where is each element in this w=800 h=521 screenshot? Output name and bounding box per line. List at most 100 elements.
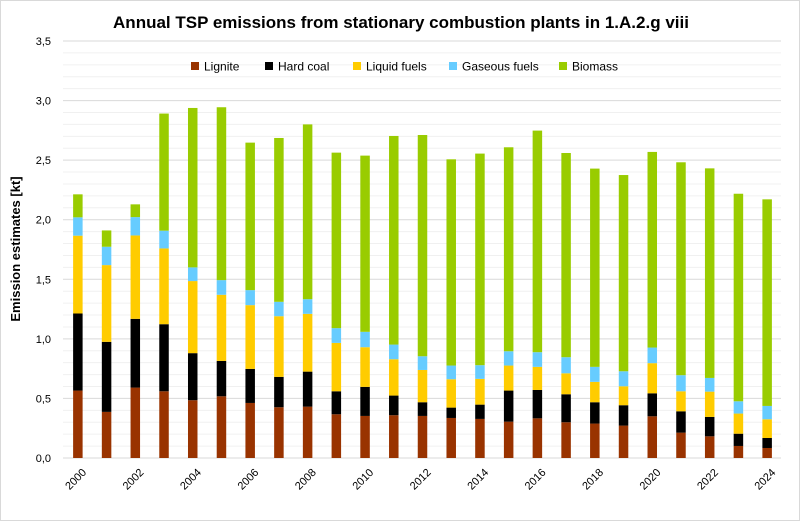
bar-gaseous-fuels-2005	[216, 280, 227, 295]
bar-biomass-2008	[302, 124, 313, 300]
bar-hard-coal-2011	[389, 395, 399, 416]
bar-hard-coal-2018	[590, 402, 600, 424]
x-tick-label: 2000	[63, 467, 89, 493]
bar-lignite-2016	[532, 418, 543, 458]
y-tick-label: 0,0	[36, 453, 51, 465]
y-tick-label: 1,5	[36, 274, 51, 286]
bar-gaseous-fuels-2002	[130, 217, 141, 236]
bar-gaseous-fuels-2003	[159, 230, 169, 249]
bar-biomass-2007	[274, 137, 284, 302]
x-tick-label: 2016	[523, 467, 549, 493]
bar-biomass-2004	[187, 107, 198, 268]
bar-liquid-fuels-2003	[159, 248, 169, 325]
bar-gaseous-fuels-2008	[302, 299, 313, 314]
bar-lignite-2008	[302, 406, 313, 458]
bar-hard-coal-2023	[733, 433, 744, 446]
y-ticks: 0,0 0,5 1,0 1,5 2,0 2,5 3,0 3,5	[36, 36, 51, 465]
bar-biomass-2016	[532, 130, 543, 353]
bar-biomass-2003	[159, 113, 169, 231]
bar-liquid-fuels-2015	[503, 365, 514, 391]
chart-title: Annual TSP emissions from stationary com…	[113, 13, 689, 32]
bar-biomass-2019	[618, 175, 629, 372]
bar-gaseous-fuels-2020	[647, 347, 658, 364]
x-ticks: 2000 2002 2004 2006 2008 2010 2012 2014 2016 2018…	[63, 467, 778, 493]
legend-label: Hard coal	[278, 60, 329, 74]
bar-gaseous-fuels-2023	[733, 401, 744, 414]
bar-biomass-2013	[446, 159, 456, 366]
bar-hard-coal-2022	[704, 416, 715, 437]
bar-lignite-2022	[704, 436, 715, 458]
bar-gaseous-fuels-2017	[561, 357, 571, 374]
bar-lignite-2017	[561, 422, 571, 458]
x-tick-label: 2002	[121, 467, 147, 493]
legend-label: Lignite	[204, 60, 240, 74]
legend-swatch-biomass	[559, 62, 567, 70]
bar-biomass-2024	[762, 199, 772, 406]
x-tick-label: 2024	[753, 467, 779, 493]
legend-swatch-gaseous-fuels	[449, 62, 457, 70]
bar-biomass-2017	[561, 152, 571, 358]
bar-lignite-2012	[417, 415, 428, 458]
bar-liquid-fuels-2010	[360, 347, 370, 387]
bar-gaseous-fuels-2001	[101, 246, 112, 266]
x-tick-label: 2020	[638, 467, 664, 493]
x-tick-label: 2008	[293, 467, 319, 493]
bar-hard-coal-2006	[245, 368, 255, 403]
y-tick-label: 3,5	[36, 36, 51, 48]
bar-gaseous-fuels-2019	[618, 371, 629, 387]
bar-liquid-fuels-2011	[389, 359, 399, 396]
bar-liquid-fuels-2007	[274, 316, 284, 377]
bar-gaseous-fuels-2021	[676, 375, 686, 392]
bar-gaseous-fuels-2022	[704, 377, 715, 392]
bar-hard-coal-2007	[274, 376, 284, 408]
legend-swatch-hard-coal	[265, 62, 273, 70]
legend-label: Gaseous fuels	[462, 60, 539, 74]
bar-hard-coal-2005	[216, 360, 227, 397]
bar-hard-coal-2017	[561, 394, 571, 423]
bar-gaseous-fuels-2012	[417, 356, 428, 370]
bar-gaseous-fuels-2018	[590, 366, 600, 382]
bar-biomass-2014	[475, 153, 485, 366]
bar-hard-coal-2001	[101, 341, 112, 412]
x-tick-label: 2012	[408, 467, 434, 493]
legend-label: Biomass	[572, 60, 618, 74]
bar-lignite-2019	[618, 425, 629, 458]
bar-liquid-fuels-2012	[417, 369, 428, 403]
bar-liquid-fuels-2014	[475, 378, 485, 405]
bar-biomass-2012	[417, 135, 428, 357]
bar-gaseous-fuels-2007	[274, 301, 284, 317]
bar-liquid-fuels-2018	[590, 381, 600, 403]
bar-biomass-2001	[101, 230, 112, 247]
y-tick-label: 2,0	[36, 215, 51, 227]
bar-liquid-fuels-2000	[73, 235, 83, 314]
x-tick-label: 2010	[350, 467, 376, 493]
bar-lignite-2004	[187, 400, 198, 458]
bar-gaseous-fuels-2010	[360, 331, 370, 348]
bar-hard-coal-2015	[503, 390, 514, 422]
bar-lignite-2013	[446, 417, 456, 458]
bar-lignite-2011	[389, 415, 399, 458]
bar-liquid-fuels-2008	[302, 313, 313, 372]
bar-lignite-2000	[73, 390, 83, 458]
bar-biomass-2006	[245, 142, 255, 291]
bar-biomass-2005	[216, 107, 227, 281]
x-tick-label: 2006	[236, 467, 262, 493]
bar-lignite-2020	[647, 416, 658, 458]
legend-swatch-lignite	[191, 62, 199, 70]
y-tick-label: 0,5	[36, 393, 51, 405]
bar-gaseous-fuels-2011	[389, 344, 399, 360]
bar-hard-coal-2000	[73, 313, 83, 391]
bar-biomass-2020	[647, 151, 658, 348]
bar-biomass-2018	[590, 168, 600, 367]
legend-label: Liquid fuels	[366, 60, 427, 74]
bar-liquid-fuels-2020	[647, 363, 658, 394]
bar-biomass-2011	[389, 135, 399, 345]
bar-lignite-2003	[159, 391, 169, 458]
bar-biomass-2015	[503, 147, 514, 352]
bar-biomass-2021	[676, 162, 686, 376]
x-tick-label: 2018	[580, 467, 606, 493]
bar-liquid-fuels-2013	[446, 379, 456, 408]
bar-lignite-2002	[130, 387, 141, 458]
bar-lignite-2024	[762, 447, 772, 458]
bar-liquid-fuels-2017	[561, 373, 571, 395]
